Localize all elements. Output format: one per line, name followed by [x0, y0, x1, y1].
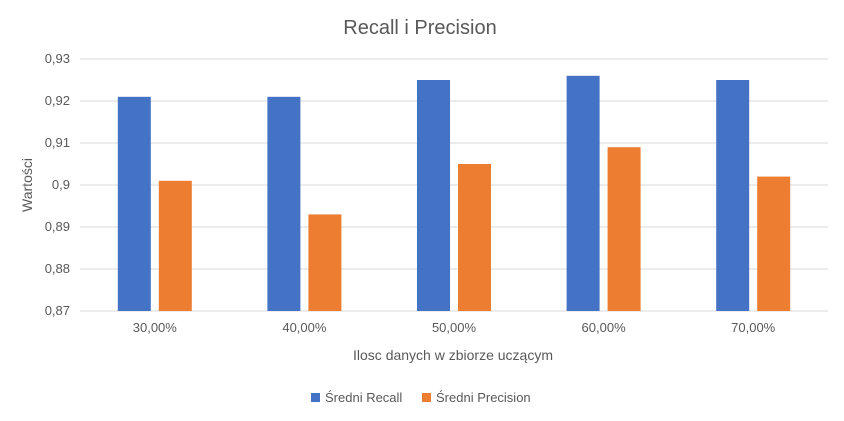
- bar: [117, 96, 151, 311]
- y-tick-label: 0,91: [45, 135, 70, 150]
- x-tick-label: 70,00%: [731, 320, 776, 335]
- legend: Średni Recall Średni Precision: [311, 390, 531, 405]
- y-tick-label: 0,88: [45, 261, 70, 276]
- bar: [566, 75, 600, 311]
- legend-swatch: [311, 393, 320, 402]
- x-tick-label: 50,00%: [432, 320, 477, 335]
- bar: [267, 96, 301, 311]
- chart-title: Recall i Precision: [343, 17, 496, 39]
- y-tick-label: 0,92: [45, 93, 70, 108]
- bar: [458, 164, 491, 311]
- x-axis-label: Ilosc danych w zbiorze uczącym: [353, 347, 553, 363]
- x-tick-label: 40,00%: [282, 320, 327, 335]
- gridlines: [80, 58, 828, 312]
- bar: [308, 214, 342, 311]
- bar: [757, 176, 791, 311]
- legend-swatch: [422, 393, 431, 402]
- y-tick-label: 0,89: [45, 219, 70, 234]
- bars: [117, 75, 791, 311]
- y-tick-label: 0,93: [45, 51, 70, 66]
- y-axis-label: Wartości: [19, 158, 35, 212]
- bar: [607, 147, 641, 311]
- y-tick-label: 0,87: [45, 303, 70, 318]
- y-tick-label: 0,9: [52, 177, 70, 192]
- legend-label: Średni Recall: [325, 390, 402, 405]
- x-axis-ticks: 30,00% 40,00% 50,00% 60,00% 70,00%: [133, 320, 776, 335]
- bar: [716, 80, 750, 311]
- x-tick-label: 60,00%: [582, 320, 627, 335]
- bar: [417, 80, 450, 311]
- bar: [158, 180, 192, 311]
- x-tick-label: 30,00%: [133, 320, 178, 335]
- y-axis-ticks: 0,87 0,88 0,89 0,9 0,91 0,92 0,93: [45, 51, 70, 318]
- legend-label: Średni Precision: [436, 390, 531, 405]
